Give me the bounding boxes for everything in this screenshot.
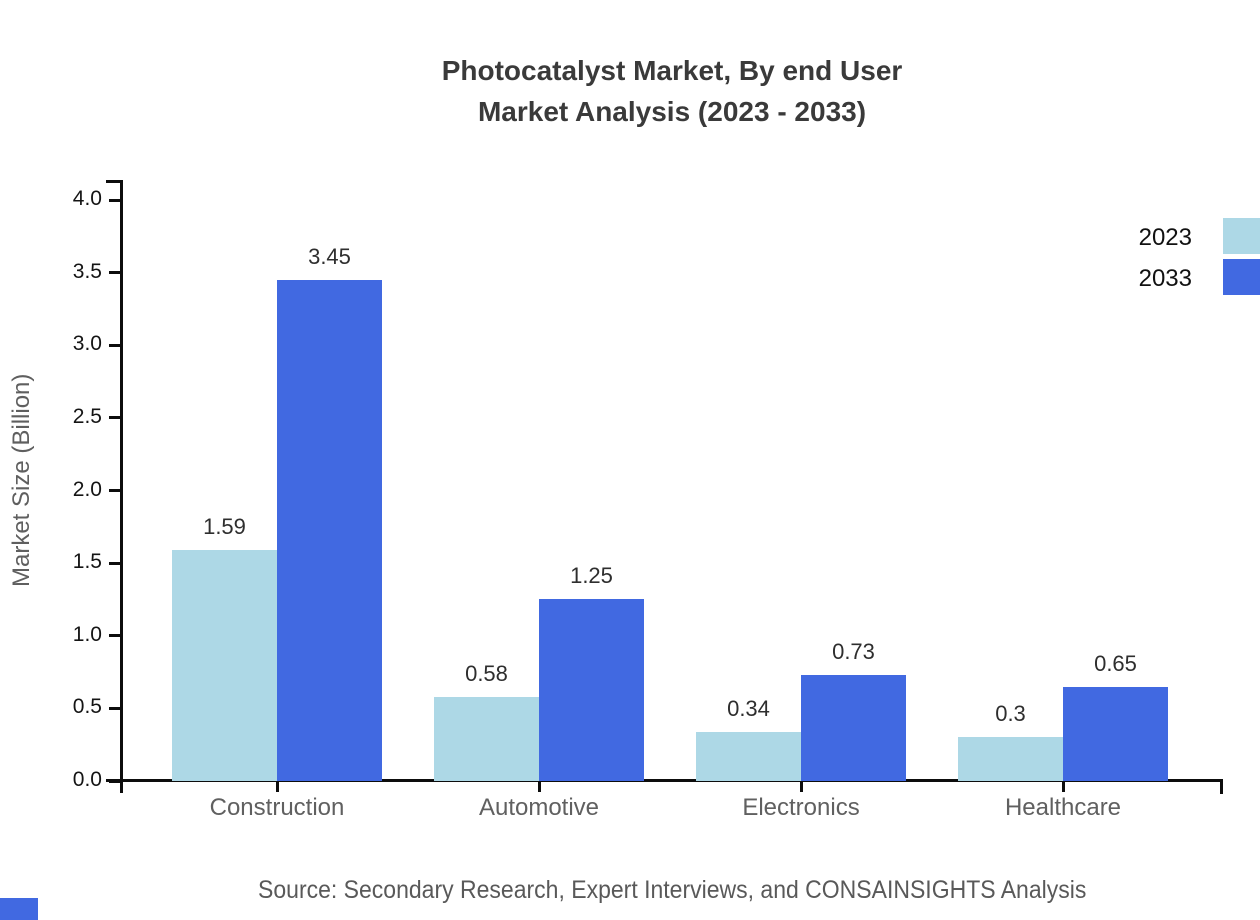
x-tick-mark <box>537 782 541 792</box>
source-note-text: Source: Secondary Research, Expert Inter… <box>257 876 1087 904</box>
bar-value-label: 0.73 <box>832 638 875 664</box>
bar-2023-electronics <box>696 731 801 781</box>
y-tick-mark <box>109 779 121 783</box>
y-tick-label: 4.0 <box>72 187 102 210</box>
legend-swatch-2033 <box>1223 259 1260 295</box>
y-tick-mark <box>109 634 121 638</box>
y-axis-spine <box>120 180 123 793</box>
y-tick-mark <box>109 561 121 565</box>
bar-2023-healthcare <box>958 737 1063 781</box>
y-tick-label: 3.5 <box>72 259 102 283</box>
bar-value-label: 1.25 <box>570 563 613 589</box>
brand-mark <box>0 898 38 920</box>
chart-title-line-2: Market Analysis (2023 - 2033) <box>477 96 867 127</box>
y-tick-label: 1.0 <box>72 622 102 646</box>
x-tick-mark <box>1061 782 1065 792</box>
y-axis-top-cap <box>106 180 123 183</box>
y-tick-label: 3.0 <box>72 332 102 356</box>
x-tick-mark <box>275 782 279 792</box>
chart-title-line-1: Photocatalyst Market, By end User <box>441 55 903 86</box>
legend-label-2023: 2023 <box>1138 224 1192 251</box>
y-tick-label: 1.5 <box>72 550 102 574</box>
y-tick-label: 2.5 <box>72 404 102 428</box>
y-tick-mark <box>109 343 121 347</box>
bar-2033-healthcare <box>1063 686 1168 781</box>
bar-2033-construction <box>277 279 382 781</box>
bar-2023-construction <box>172 550 277 781</box>
y-tick-mark <box>109 271 121 275</box>
y-tick-mark <box>109 706 121 710</box>
x-tick-label: Electronics <box>742 794 860 821</box>
bar-value-label: 0.3 <box>995 701 1026 727</box>
chart-title: Photocatalyst Market, By end User Market… <box>122 50 1222 132</box>
x-tick-label: Healthcare <box>1004 794 1122 821</box>
y-tick-mark <box>109 198 121 202</box>
source-note: Source: Secondary Research, Expert Inter… <box>122 876 1222 905</box>
x-tick-mark <box>799 782 803 792</box>
x-axis-spine <box>106 779 1223 782</box>
bar-value-label: 0.65 <box>1094 650 1137 676</box>
y-tick-label: 0.0 <box>72 768 102 791</box>
y-tick-label: 2.0 <box>72 477 102 501</box>
bar-value-label: 0.34 <box>727 695 770 721</box>
legend-swatch-2023 <box>1223 218 1260 254</box>
x-tick-label: Automotive <box>478 794 600 821</box>
bar-2033-automotive <box>539 599 644 781</box>
bar-2033-electronics <box>801 674 906 781</box>
y-tick-label: 0.5 <box>72 695 102 719</box>
bar-value-label: 1.59 <box>203 514 246 540</box>
y-tick-mark <box>109 489 121 492</box>
x-axis-right-cap <box>1220 779 1223 794</box>
legend-label-2033: 2033 <box>1138 265 1192 292</box>
bar-2023-automotive <box>434 696 539 781</box>
y-tick-mark <box>109 416 121 420</box>
bar-value-label: 0.58 <box>465 660 508 686</box>
x-tick-label: Construction <box>209 794 345 821</box>
bar-value-label: 3.45 <box>308 243 351 269</box>
